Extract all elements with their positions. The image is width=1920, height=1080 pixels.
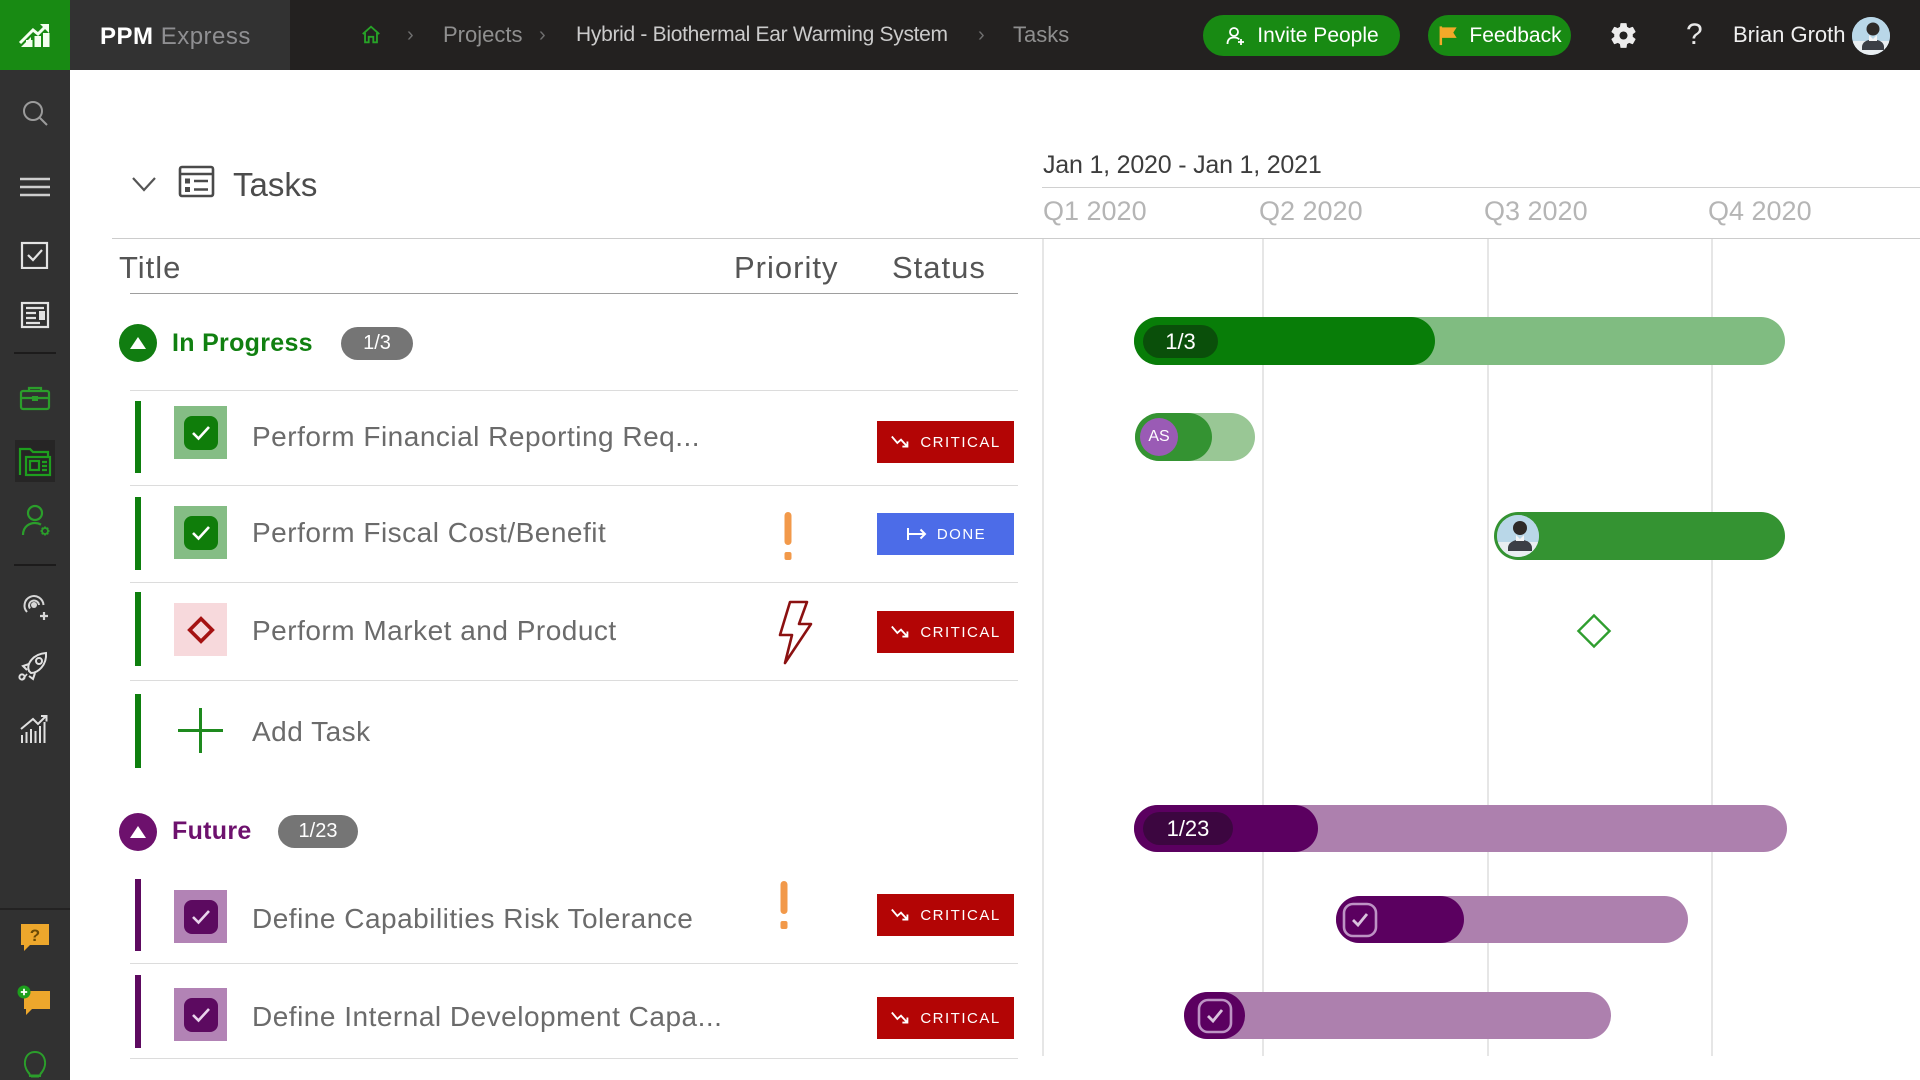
svg-text:?: ?: [30, 926, 40, 945]
